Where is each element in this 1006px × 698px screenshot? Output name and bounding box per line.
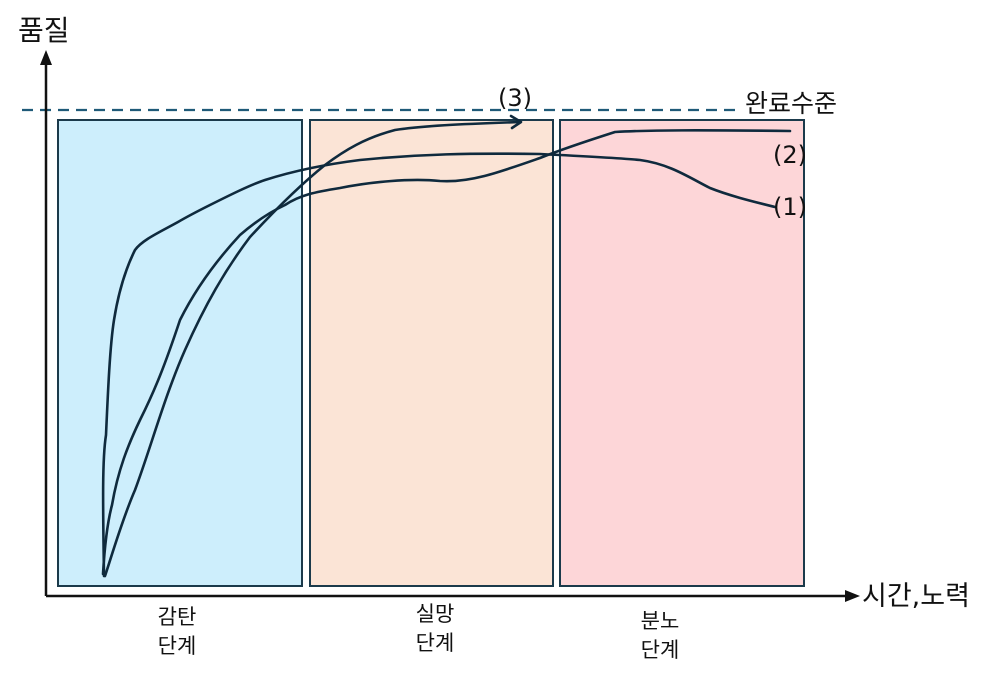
curve-2 (101, 129, 792, 576)
curve-label-2: (2) (773, 141, 807, 169)
curve-1 (101, 152, 777, 578)
curve-label-3: (3) (498, 84, 532, 112)
y-axis-arrowhead (40, 50, 52, 65)
phase-box-anger (559, 119, 805, 587)
phase-box-disappointment (309, 119, 554, 587)
curve-3 (103, 120, 522, 578)
x-axis-arrowhead (845, 590, 860, 602)
phase-caption-anger-line2: 단계 (641, 638, 680, 662)
phase-caption-anger-line1: 분노 (641, 609, 680, 633)
phase-caption-disappointment-line2: 단계 (416, 631, 455, 655)
phase-caption-admiration-line2: 단계 (158, 634, 197, 658)
phase-caption-disappointment-line1: 실망 (416, 602, 455, 626)
curve-3-arrowhead (509, 114, 523, 130)
y-axis-label: 품질 (18, 14, 70, 47)
x-axis-label: 시간,노력 (862, 581, 970, 612)
curve-label-1: (1) (773, 193, 807, 221)
completion-level-label: 완료수준 (745, 89, 837, 118)
phase-caption-admiration-line1: 감탄 (158, 605, 197, 629)
phase-box-admiration (57, 119, 303, 587)
